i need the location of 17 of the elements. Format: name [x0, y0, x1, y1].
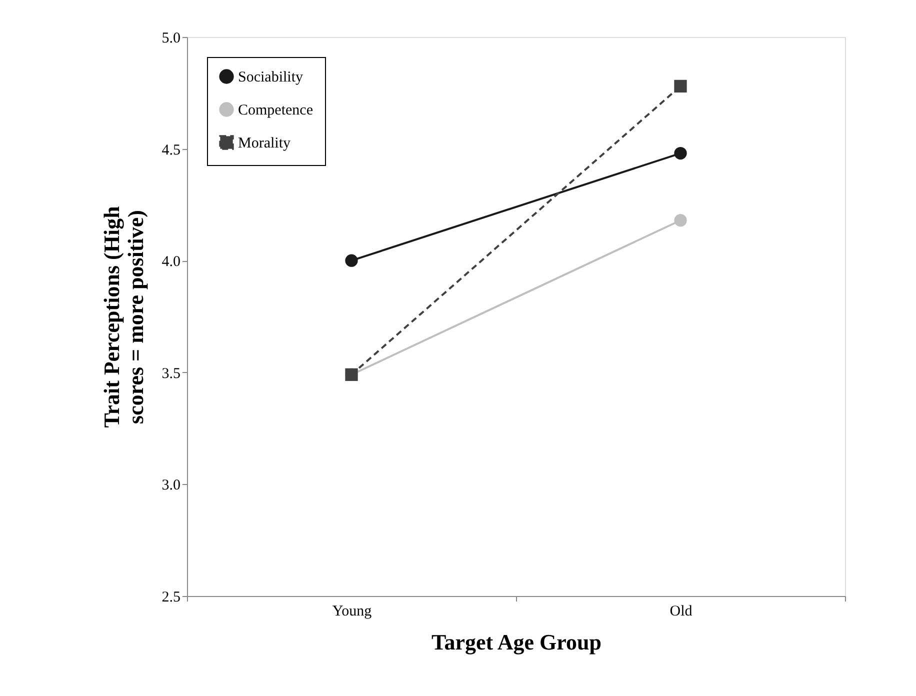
- legend-label: Sociability: [238, 70, 304, 86]
- y-tick-label: 5.0: [162, 30, 180, 46]
- y-tick-label: 3.5: [162, 366, 180, 382]
- point: [674, 80, 687, 93]
- y-tick-label: 4.5: [162, 142, 180, 158]
- y-tick-label: 4.0: [162, 254, 180, 270]
- y-tick-label: 2.5: [162, 590, 180, 606]
- y-axis-title: Trait Perceptions (High scores = more positive): [98, 206, 148, 428]
- legend-label: Competence: [238, 102, 314, 118]
- legend-label: Morality: [238, 136, 291, 152]
- x-tick-label: Old: [670, 604, 693, 620]
- point: [674, 214, 687, 227]
- x-tick-label: Young: [332, 604, 372, 620]
- point: [674, 146, 687, 160]
- y-tick-label: 3.0: [162, 478, 180, 494]
- point: [345, 254, 358, 267]
- x-axis-title: Target Age Group: [432, 630, 602, 654]
